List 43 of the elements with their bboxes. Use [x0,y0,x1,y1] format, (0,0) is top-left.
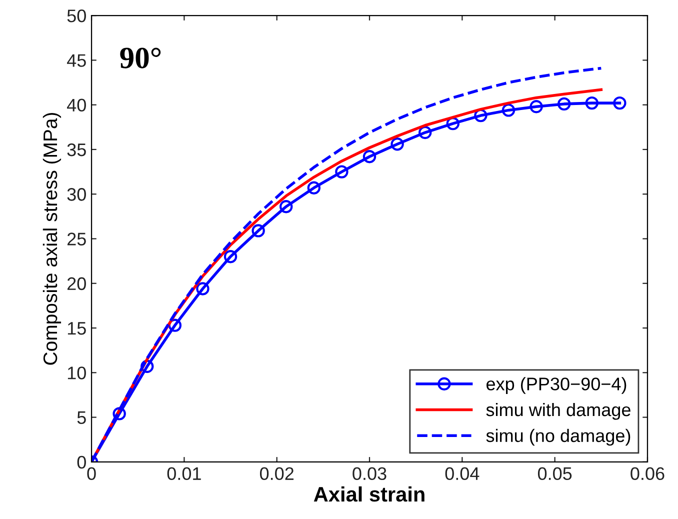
x-tick-label: 0.04 [445,467,480,480]
x-axis-title: Axial strain [314,486,424,502]
point [613,96,626,110]
point [168,318,182,332]
x-tick-label: 0.05 [538,467,572,480]
point [335,165,348,178]
point [585,96,598,110]
point [362,150,376,164]
y-axis-title: Composite axial stress (MPa) [42,112,62,365]
annotation: 90° [120,48,161,68]
x-tick-label: 0.02 [260,467,294,480]
point [390,138,404,151]
point [196,282,210,296]
x-tick-label: 0.01 [167,467,201,480]
x-tick-label: 0 [87,467,96,480]
y-tick-label: 10 [68,366,86,380]
point [418,126,432,140]
point [530,100,543,114]
point [112,407,126,420]
y-tick-label: 5 [77,411,86,424]
y-tick-label: 0 [77,456,86,469]
y-tick-label: 30 [67,188,86,201]
x-tick-label: 0.06 [630,467,664,480]
point [557,97,571,111]
legend-label: simu with damage [486,402,630,420]
point [446,116,460,130]
point [474,108,488,122]
y-tick-label: 25 [67,232,86,246]
y-tick-label: 50 [67,10,86,22]
legend-label: exp (PP30−90−4) [486,377,626,394]
point [252,224,265,238]
y-tick-label: 45 [67,54,86,67]
y-tick-label: 40 [67,98,86,112]
x-tick-label: 0.03 [352,467,386,480]
point [502,104,516,117]
point [307,181,321,194]
y-tick-label: 20 [67,277,86,290]
point [280,200,293,214]
point [224,250,238,264]
y-tick-label: 15 [68,322,86,335]
y-tick-label: 35 [67,143,86,156]
point [140,360,154,373]
legend-label: simu (no damage) [486,428,630,446]
